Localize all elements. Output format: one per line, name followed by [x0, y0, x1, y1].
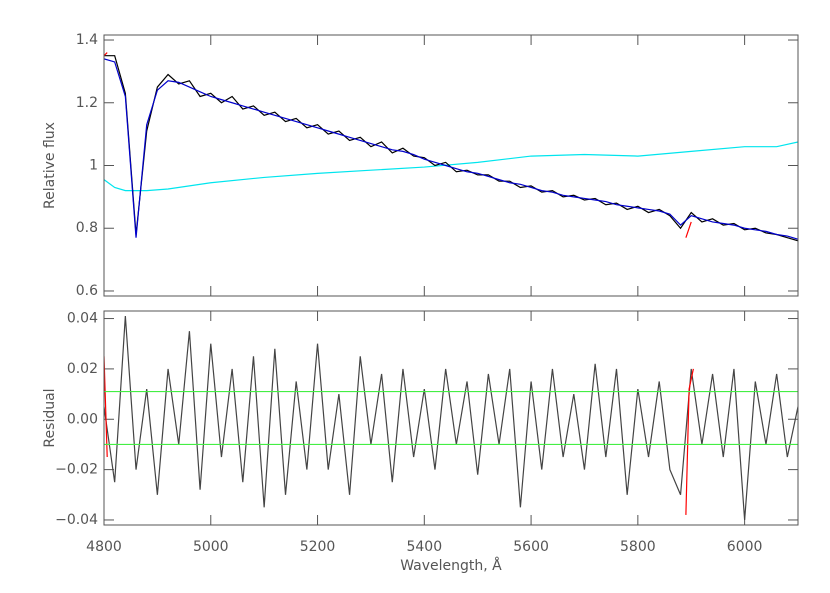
x-tick-label: 5600: [513, 539, 549, 555]
y-tick-label: −0.02: [55, 462, 98, 478]
plot-frame: [103, 34, 799, 297]
y-tick-label: −0.04: [55, 512, 98, 528]
y-axis-label: Relative flux: [42, 122, 58, 209]
y-tick-label: 0.6: [76, 283, 98, 299]
x-tick-label: 5800: [620, 539, 656, 555]
series-line: [104, 58, 798, 240]
series-line: [104, 52, 692, 238]
y-tick-label: 1.4: [76, 32, 98, 48]
plot-frame: [103, 310, 799, 526]
y-tick-label: 0.02: [67, 361, 98, 377]
x-tick-label: 5200: [300, 539, 336, 555]
series-line: [104, 55, 798, 242]
x-axis-label: Wavelength, Å: [400, 557, 502, 574]
y-tick-label: 1: [89, 158, 98, 174]
x-tick-label: 6000: [727, 539, 763, 555]
series-line: [104, 315, 798, 521]
y-tick-label: 1.2: [76, 95, 98, 111]
x-tick-label: 4800: [86, 539, 122, 555]
y-tick-label: 0.00: [67, 411, 98, 427]
y-tick-label: 0.04: [67, 311, 98, 327]
y-tick-label: 0.8: [76, 220, 98, 236]
y-axis-label: Residual: [42, 388, 58, 447]
series-line: [104, 141, 798, 192]
x-tick-label: 5000: [193, 539, 229, 555]
x-tick-label: 5400: [406, 539, 442, 555]
